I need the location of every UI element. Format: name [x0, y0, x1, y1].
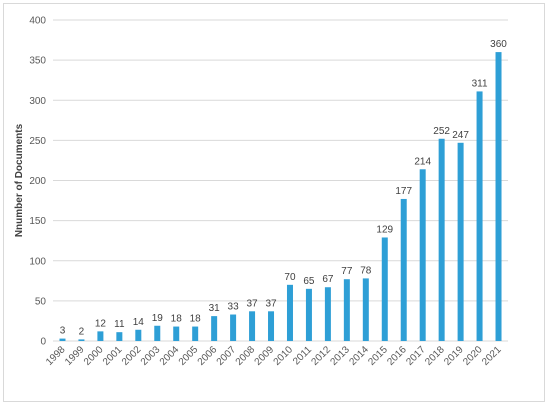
bar: [305, 288, 312, 341]
data-label: 37: [247, 298, 259, 309]
bar: [268, 311, 275, 341]
x-tick-label: 2016: [385, 344, 409, 368]
data-label: 3: [60, 326, 66, 337]
data-label: 12: [95, 318, 107, 329]
x-tick-label: 2002: [120, 344, 144, 368]
data-label: 247: [452, 130, 469, 141]
bar: [476, 91, 483, 341]
bar: [495, 52, 502, 341]
x-tick-label: 2003: [139, 344, 163, 368]
data-label: 177: [395, 186, 412, 197]
x-tick-label: 2008: [234, 344, 258, 368]
bars: [59, 52, 502, 341]
data-label: 311: [472, 78, 488, 89]
y-tick-label: 400: [29, 16, 46, 27]
bar: [438, 138, 445, 341]
data-label: 18: [190, 314, 202, 325]
x-tick-label: 2006: [196, 344, 220, 368]
data-label: 14: [133, 317, 145, 328]
data-label: 19: [152, 313, 164, 324]
x-tick-label: 1998: [44, 344, 68, 368]
bar: [381, 237, 388, 341]
bar: [286, 284, 293, 341]
data-label: 65: [303, 276, 315, 287]
y-axis-ticks: 0 50 100 150 200 250 300 350 400: [29, 16, 46, 348]
data-label: 252: [433, 126, 450, 137]
x-tick-label: 2018: [423, 344, 447, 368]
bar: [78, 339, 85, 341]
bar: [249, 311, 256, 341]
bar: [59, 338, 66, 341]
data-label: 70: [284, 272, 296, 283]
y-axis-label: Nnumber of Documents: [14, 123, 25, 237]
data-label: 11: [114, 319, 125, 330]
data-labels: 3 2 12 11 14 19 18 18 31 33 37 37 70 65 67 77 78 129 177 21…: [60, 39, 508, 337]
bar: [400, 198, 407, 341]
y-tick-label: 100: [29, 256, 46, 267]
bar: [192, 326, 199, 341]
data-label: 77: [341, 266, 353, 277]
data-label: 214: [414, 156, 431, 167]
x-tick-label: 2013: [328, 344, 352, 368]
gridlines: [53, 19, 508, 342]
x-tick-label: 2019: [442, 344, 466, 368]
x-tick-label: 2015: [366, 344, 390, 368]
x-tick-label: 2010: [272, 344, 296, 368]
x-tick-label: 2005: [177, 344, 201, 368]
bar: [211, 316, 218, 341]
bar: [362, 278, 369, 341]
x-axis-ticks: 1998199920002001200220032004200520062007…: [44, 344, 504, 368]
y-tick-label: 150: [29, 216, 46, 227]
bar: [457, 142, 464, 341]
y-tick-label: 0: [40, 337, 46, 348]
x-tick-label: 2017: [404, 344, 428, 368]
data-label: 78: [360, 265, 372, 276]
bar: [230, 314, 237, 341]
x-tick-label: 2021: [480, 344, 504, 368]
x-tick-label: 2009: [253, 344, 277, 368]
data-label: 2: [79, 326, 85, 337]
x-tick-label: 2000: [82, 344, 106, 368]
data-label: 37: [265, 298, 277, 309]
data-label: 31: [209, 303, 221, 314]
bar: [116, 332, 123, 341]
data-label: 18: [171, 314, 183, 325]
bar: [343, 279, 350, 341]
x-tick-label: 2004: [158, 344, 182, 368]
y-tick-label: 250: [29, 136, 46, 147]
data-label: 129: [376, 224, 393, 235]
bar: [419, 169, 426, 341]
x-tick-label: 1999: [63, 344, 87, 368]
x-tick-label: 2012: [310, 344, 334, 368]
data-label: 360: [490, 39, 507, 50]
y-tick-label: 350: [29, 56, 46, 67]
y-tick-label: 200: [29, 176, 46, 187]
data-label: 67: [322, 274, 334, 285]
x-tick-label: 2007: [215, 344, 239, 368]
bar: [324, 287, 331, 341]
bar: [154, 325, 161, 341]
bar: [135, 329, 142, 341]
x-tick-label: 2001: [101, 344, 125, 368]
x-tick-label: 2011: [291, 344, 314, 367]
y-tick-label: 300: [29, 96, 46, 107]
data-label: 33: [228, 302, 240, 313]
y-tick-label: 50: [35, 296, 47, 307]
x-tick-label: 2014: [347, 344, 371, 368]
x-tick-label: 2020: [461, 344, 485, 368]
bar: [173, 326, 180, 341]
bar: [97, 331, 104, 341]
